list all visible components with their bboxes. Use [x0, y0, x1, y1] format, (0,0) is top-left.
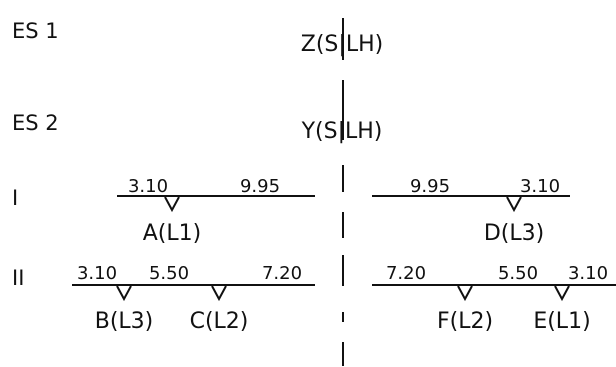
hanger-label-z: Z(S|LH)	[301, 32, 383, 57]
row-label-i: I	[12, 186, 18, 210]
dim-ii-5: 5.50	[498, 263, 538, 284]
row-label-es2: ES 2	[12, 111, 59, 135]
point-label-d: D(L3)	[484, 221, 544, 246]
dim-ii-6: 3.10	[568, 263, 608, 284]
dim-i-2: 9.95	[240, 176, 280, 197]
dim-ii-1: 3.10	[77, 263, 117, 284]
dim-ii-4: 7.20	[386, 263, 426, 284]
point-marker-e	[554, 285, 570, 302]
point-marker-c	[211, 285, 227, 302]
dim-ii-3: 7.20	[262, 263, 302, 284]
point-label-f: F(L2)	[437, 309, 493, 334]
point-marker-a	[164, 196, 180, 213]
point-marker-d	[506, 196, 522, 213]
hanger-label-y: Y(S|LH)	[301, 119, 383, 144]
point-label-c: C(L2)	[190, 309, 249, 334]
row-label-es1: ES 1	[12, 19, 59, 43]
point-label-e: E(L1)	[533, 309, 590, 334]
dim-ii-2: 5.50	[149, 263, 189, 284]
row-ii-beam: 3.10 5.50 7.20 7.20 5.50 3.10 B(L3) C(L2…	[72, 263, 616, 334]
row-label-ii: II	[12, 266, 24, 290]
row-i-beam: 3.10 9.95 9.95 3.10 A(L1) D(L3)	[117, 176, 570, 246]
point-label-b: B(L3)	[95, 309, 154, 334]
dim-i-1: 3.10	[128, 176, 168, 197]
point-marker-f	[457, 285, 473, 302]
point-label-a: A(L1)	[143, 221, 201, 246]
dim-i-4: 3.10	[520, 176, 560, 197]
point-marker-b	[116, 285, 132, 302]
dim-i-3: 9.95	[410, 176, 450, 197]
